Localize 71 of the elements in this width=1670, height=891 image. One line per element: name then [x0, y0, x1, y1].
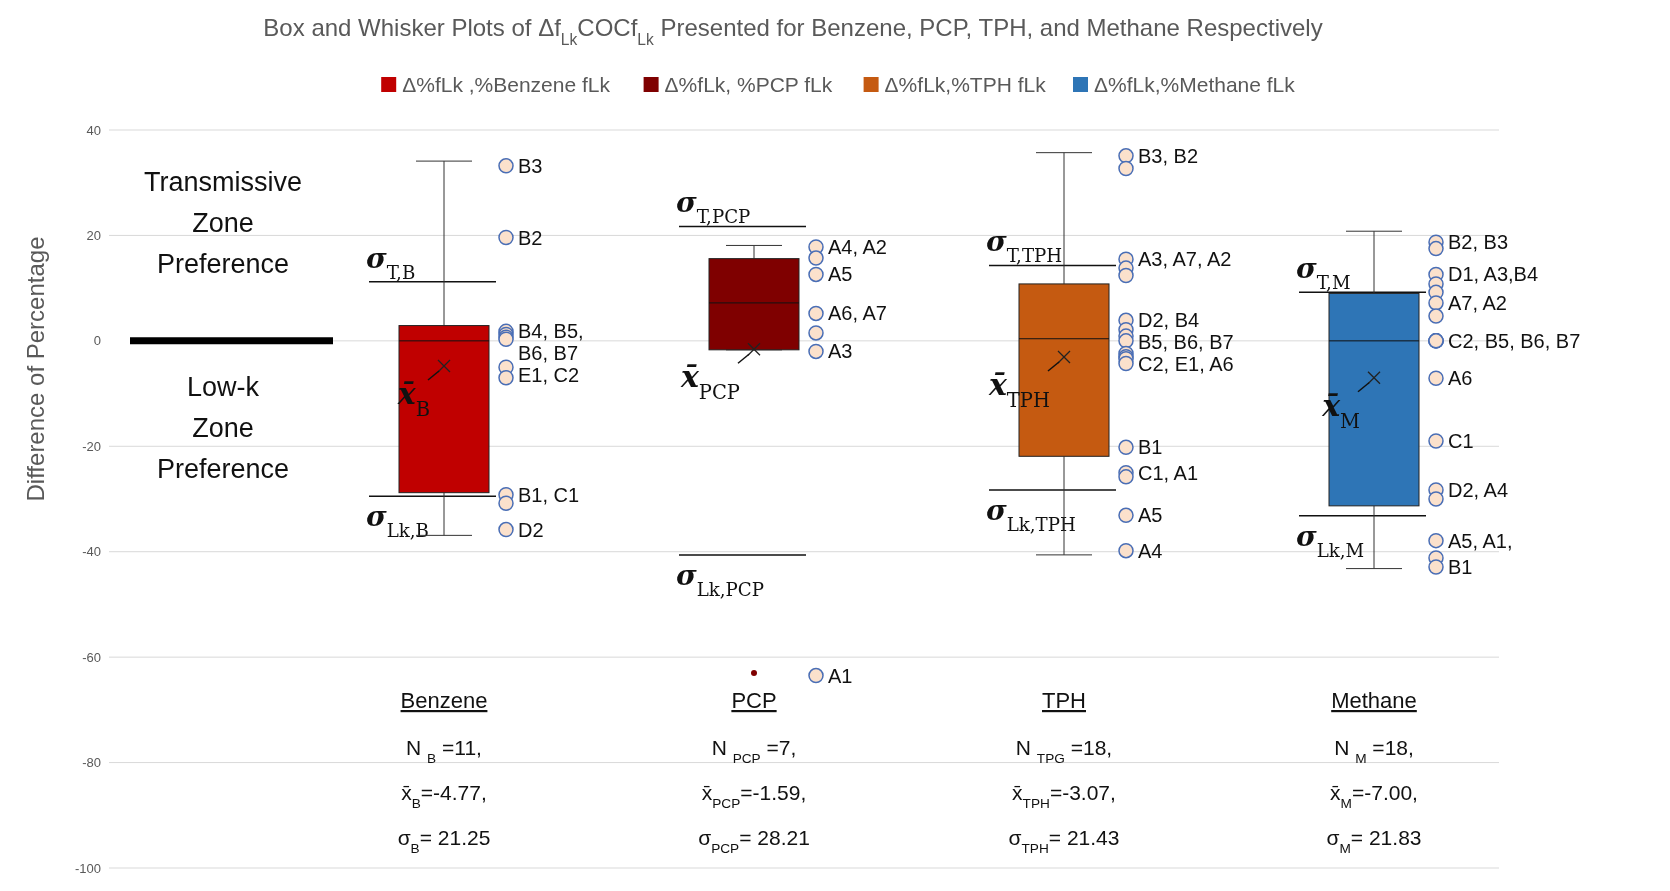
- data-label: A1: [828, 664, 853, 687]
- ref-line-label: σ$_{T,B}$: [366, 241, 416, 283]
- ref-line-label: σ$_{Lk,M}$: [1296, 519, 1365, 561]
- annotation: N $_{M}$ =18,: [1334, 736, 1414, 766]
- ref-line-label: σ$_{T,PCP}$: [676, 186, 751, 227]
- data-label: C1, A1: [1138, 461, 1199, 484]
- data-label: A7, A2: [1448, 291, 1507, 314]
- legend-label: Δ%fLk, %PCP fLk: [664, 73, 833, 97]
- annotation: x̄$_{PCP}$=-1.59,: [701, 781, 807, 811]
- legend-label: Δ%fLk ,%Benzene fLk: [402, 73, 611, 97]
- annotation: N $_{B}$ =11,: [406, 736, 482, 766]
- data-label: A5: [1138, 504, 1163, 527]
- data-label: C2, B5, B6, B7: [1448, 329, 1581, 352]
- y-tick-label: 20: [86, 227, 101, 243]
- data-label: A6, A7: [828, 302, 887, 325]
- data-label: A5, A1,: [1448, 529, 1513, 552]
- y-tick-label: -60: [82, 649, 101, 665]
- data-label: C1: [1448, 430, 1474, 453]
- data-label: B2: [518, 226, 543, 249]
- data-label: D2, B4: [1138, 309, 1200, 332]
- data-label: B1: [1138, 436, 1163, 459]
- annotation: x̄$_{B}$=-4.77,: [401, 781, 487, 811]
- annotation: x̄$_{M}$=-7.00,: [1330, 781, 1418, 811]
- data-label: A4, A2: [828, 236, 887, 259]
- annotation: Transmissive Zone Preference: [143, 166, 303, 279]
- annotation: x̄$_{TPH}$=-3.07,: [1012, 781, 1116, 811]
- legend-label: Δ%fLk,%TPH fLk: [884, 73, 1047, 97]
- data-label: E1, C2: [518, 364, 580, 387]
- data-label: C2, E1, A6: [1138, 353, 1234, 376]
- data-label: A4: [1138, 539, 1163, 562]
- annotation: σ$_{TPH}$= 21.43: [1008, 826, 1120, 856]
- data-label: B6, B7: [518, 342, 579, 365]
- data-label: D1, A3,B4: [1448, 263, 1539, 286]
- ref-line-label: σ$_{T,M}$: [1296, 252, 1351, 293]
- data-label: B1, C1: [518, 483, 580, 506]
- ref-line-label: σ$_{Lk,B}$: [366, 500, 429, 541]
- x-tick-label: Methane: [1331, 688, 1417, 713]
- ref-line-label: σ$_{Lk,TPH}$: [986, 494, 1076, 535]
- ref-line-label: σ$_{T,TPH}$: [986, 225, 1063, 266]
- y-tick-label: 0: [93, 333, 101, 349]
- chart-title: Box and Whisker Plots of Δf$_{Lk}$COCf$_{Lk}$ Presented for Benzene, PCP, TPH, and Methane Respectively: [263, 14, 1323, 48]
- annotation: N $_{TPG}$ =18,: [1015, 736, 1113, 766]
- y-tick-label: -80: [82, 755, 101, 771]
- data-label: A5: [828, 263, 853, 286]
- data-label: B1: [1448, 556, 1473, 578]
- data-label: D2: [518, 518, 544, 541]
- data-label: B2, B3: [1448, 231, 1509, 254]
- legend-label: Δ%fLk,%Methane fLk: [1094, 73, 1296, 97]
- data-label: A6: [1448, 367, 1473, 390]
- x-tick-label: Benzene: [400, 688, 488, 713]
- data-label: A3: [828, 340, 853, 363]
- y-tick-label: -20: [82, 438, 101, 454]
- data-label: B5, B6, B7: [1138, 331, 1234, 354]
- ref-line-label: σ$_{Lk,PCP}$: [676, 558, 764, 600]
- y-axis-title: Difference of Percentage: [22, 236, 49, 502]
- annotation: Low-k Zone Preference: [156, 371, 290, 484]
- data-label: B3, B2: [1138, 144, 1199, 167]
- data-label: A3, A7, A2: [1138, 248, 1232, 271]
- y-tick-label: -100: [74, 860, 101, 876]
- annotation: σ$_{B}$= 21.25: [397, 826, 491, 856]
- x-tick-label: TPH: [1042, 688, 1086, 713]
- x-tick-label: PCP: [731, 688, 777, 713]
- annotation: x̄$_{PCP}$: [679, 359, 740, 404]
- y-tick-label: 40: [86, 122, 101, 138]
- data-label: B3: [518, 154, 543, 177]
- annotation: N $_{PCP}$ =7,: [711, 736, 797, 766]
- data-label: B4, B5,: [518, 320, 584, 343]
- annotation: σ$_{M}$= 21.83: [1326, 826, 1422, 856]
- y-tick-label: -40: [82, 544, 101, 560]
- annotation: σ$_{PCP}$= 28.21: [698, 826, 810, 856]
- data-label: D2, A4: [1448, 479, 1509, 502]
